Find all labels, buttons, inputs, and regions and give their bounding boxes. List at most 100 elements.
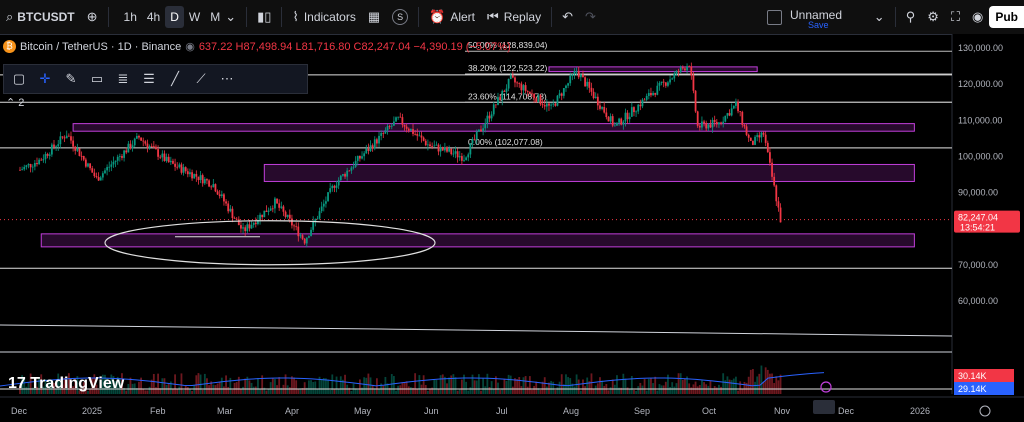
replay-button[interactable]: ⏮ Replay [481, 0, 547, 34]
candle-body[interactable] [407, 128, 410, 131]
candle-body[interactable] [61, 136, 64, 138]
candle-body[interactable] [201, 175, 204, 184]
candle-body[interactable] [135, 136, 138, 139]
candle-body[interactable] [584, 77, 586, 87]
candle-body[interactable] [692, 75, 695, 91]
candle-body[interactable] [89, 163, 92, 169]
candle-body[interactable] [535, 98, 538, 102]
chart-plot[interactable]: 130,000.00 120,000.00 110,000.00 100,000.00… [0, 34, 1024, 422]
candle-body[interactable] [405, 126, 408, 129]
candle-body[interactable] [337, 180, 340, 186]
candle-body[interactable] [769, 152, 771, 163]
candle-body[interactable] [643, 99, 646, 101]
candle-body[interactable] [269, 208, 272, 211]
candle-body[interactable] [743, 124, 746, 127]
candle-body[interactable] [403, 124, 406, 127]
candle-body[interactable] [218, 194, 221, 197]
candle-body[interactable] [227, 203, 230, 212]
candle-body[interactable] [616, 122, 618, 126]
alert-button[interactable]: ⏰ Alert [423, 0, 481, 34]
zone-rectangle[interactable] [40, 233, 915, 248]
candle-body[interactable] [671, 78, 674, 80]
candle-body[interactable] [263, 210, 266, 218]
candle-body[interactable] [53, 144, 55, 147]
candle-body[interactable] [288, 214, 291, 219]
candle-body[interactable] [637, 104, 640, 112]
candle-body[interactable] [422, 137, 425, 141]
publish-button[interactable]: Pub [989, 6, 1024, 28]
candle-body[interactable] [667, 82, 669, 86]
candle-body[interactable] [322, 203, 325, 207]
candle-body[interactable] [138, 136, 140, 138]
candle-body[interactable] [533, 93, 536, 99]
candle-body[interactable] [104, 170, 106, 174]
candle-body[interactable] [386, 126, 389, 131]
candle-body[interactable] [660, 81, 663, 83]
candle-body[interactable] [480, 129, 482, 132]
layout-menu-button[interactable]: ⌄ [868, 0, 891, 34]
candle-body[interactable] [208, 180, 210, 187]
candle-body[interactable] [556, 95, 559, 106]
candle-body[interactable] [582, 74, 584, 78]
candle-body[interactable] [220, 194, 223, 197]
candle-body[interactable] [65, 135, 68, 139]
candle-body[interactable] [129, 143, 132, 149]
candle-body[interactable] [365, 148, 368, 154]
candle-body[interactable] [722, 121, 725, 124]
candle-body[interactable] [524, 85, 527, 92]
candle-body[interactable] [507, 79, 510, 89]
candle-body[interactable] [70, 136, 72, 141]
candle-body[interactable] [654, 92, 657, 95]
candle-body[interactable] [737, 101, 739, 112]
interval-m[interactable]: M [210, 10, 221, 24]
candle-body[interactable] [488, 115, 491, 119]
candle-body[interactable] [596, 96, 599, 106]
candle-body[interactable] [477, 129, 480, 132]
candle-body[interactable] [110, 164, 113, 167]
candle-body[interactable] [237, 219, 240, 226]
candle-body[interactable] [420, 135, 423, 138]
candle-body[interactable] [276, 198, 278, 204]
candle-body[interactable] [159, 156, 162, 158]
candle-body[interactable] [244, 227, 247, 232]
candle-body[interactable] [609, 116, 612, 122]
candle-body[interactable] [673, 73, 676, 79]
candle-body[interactable] [554, 103, 557, 106]
candle-body[interactable] [63, 137, 66, 139]
candle-body[interactable] [74, 146, 77, 151]
candle-body[interactable] [749, 137, 752, 141]
candle-body[interactable] [242, 227, 244, 229]
eye-icon[interactable]: ◉ [185, 41, 195, 53]
candle-body[interactable] [114, 160, 117, 162]
candle-body[interactable] [212, 184, 215, 188]
candle-body[interactable] [42, 159, 45, 161]
ray-tool-icon[interactable]: ⟋ [196, 71, 206, 86]
indicators-button[interactable]: ⌇ Indicators [286, 0, 361, 34]
candle-body[interactable] [78, 148, 81, 156]
candle-body[interactable] [618, 118, 620, 123]
candle-body[interactable] [409, 129, 412, 131]
candle-body[interactable] [607, 117, 610, 122]
candle-body[interactable] [48, 154, 51, 156]
candle-body[interactable] [67, 135, 70, 137]
candle-body[interactable] [777, 201, 780, 208]
candle-body[interactable] [620, 118, 623, 125]
interval-d[interactable]: D [165, 6, 184, 28]
candle-body[interactable] [80, 155, 83, 157]
candle-body[interactable] [112, 161, 115, 165]
candle-body[interactable] [565, 85, 567, 89]
candle-body[interactable] [460, 156, 463, 161]
candle-body[interactable] [301, 235, 304, 239]
candle-body[interactable] [426, 144, 429, 146]
settings-button[interactable]: ⚙ [921, 0, 945, 34]
candle-body[interactable] [19, 169, 21, 171]
candle-body[interactable] [121, 156, 123, 158]
candle-body[interactable] [741, 111, 744, 125]
candle-body[interactable] [486, 115, 489, 124]
candle-body[interactable] [225, 201, 227, 204]
candle-body[interactable] [516, 82, 519, 84]
candle-body[interactable] [252, 222, 255, 225]
candle-body[interactable] [327, 192, 329, 202]
candle-body[interactable] [652, 92, 654, 96]
candle-body[interactable] [382, 133, 385, 134]
